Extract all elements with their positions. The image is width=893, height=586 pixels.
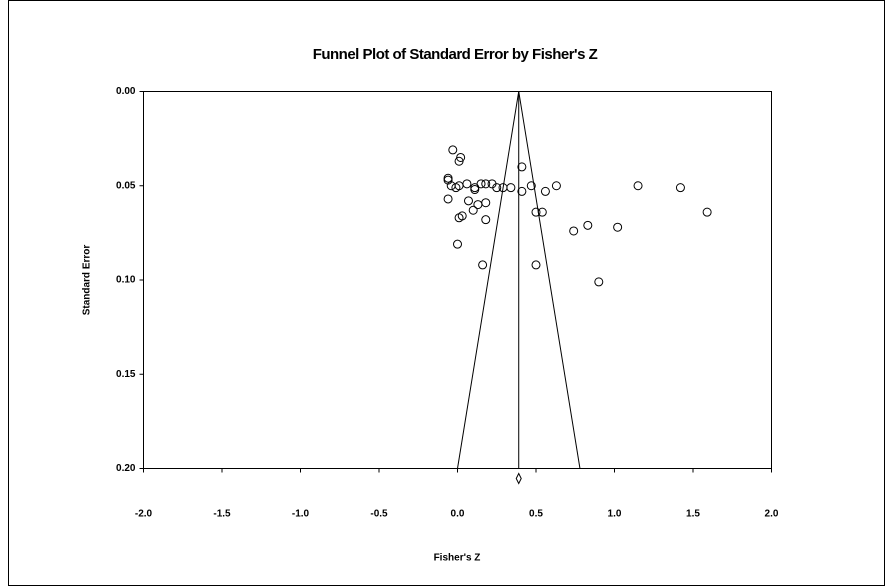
x-tick-label: 1.5 [686,509,700,520]
x-tick-label: 0.0 [451,509,465,520]
x-tick-label: 1.0 [608,509,622,520]
x-tick-label: -0.5 [370,509,388,520]
y-axis-label: Standard Error [82,245,93,316]
chart-title: Funnel Plot of Standard Error by Fisher'… [313,46,598,63]
x-tick-label: -1.5 [213,509,231,520]
y-tick-label: 0.00 [116,86,136,97]
y-tick-label: 0.15 [116,369,136,380]
y-tick-label: 0.20 [116,463,136,474]
x-tick-label: 2.0 [765,509,779,520]
x-axis-label: Fisher's Z [434,553,481,564]
x-tick-label: 0.5 [529,509,543,520]
y-tick-label: 0.10 [116,275,136,286]
page: Funnel Plot of Standard Error by Fisher'… [0,0,893,586]
chart-border [9,1,885,586]
x-tick-label: -2.0 [135,509,153,520]
x-tick-label: -1.0 [292,509,310,520]
y-tick-label: 0.05 [116,180,136,191]
chart: Funnel Plot of Standard Error by Fisher'… [0,0,893,586]
